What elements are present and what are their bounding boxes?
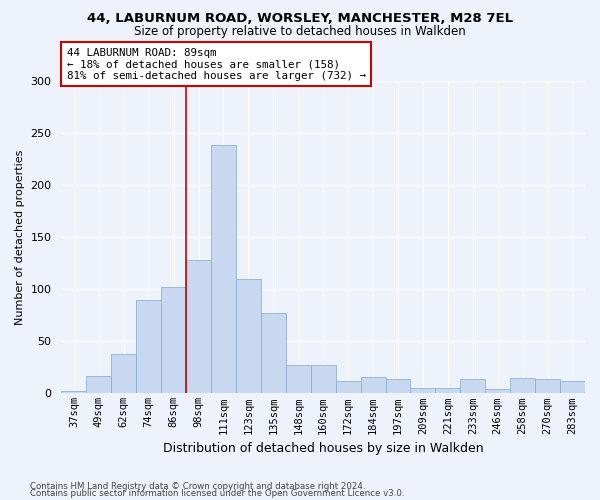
Bar — [361, 376, 386, 394]
Bar — [560, 381, 585, 394]
Text: 44, LABURNUM ROAD, WORSLEY, MANCHESTER, M28 7EL: 44, LABURNUM ROAD, WORSLEY, MANCHESTER, … — [87, 12, 513, 26]
Bar — [335, 381, 361, 394]
Text: 44 LABURNUM ROAD: 89sqm
← 18% of detached houses are smaller (158)
81% of semi-d: 44 LABURNUM ROAD: 89sqm ← 18% of detache… — [67, 48, 365, 80]
Y-axis label: Number of detached properties: Number of detached properties — [15, 150, 25, 324]
Bar — [436, 388, 460, 394]
Bar — [386, 379, 410, 394]
Bar — [510, 378, 535, 394]
Bar — [161, 287, 186, 394]
Bar — [485, 389, 510, 394]
Text: Size of property relative to detached houses in Walkden: Size of property relative to detached ho… — [134, 25, 466, 38]
X-axis label: Distribution of detached houses by size in Walkden: Distribution of detached houses by size … — [163, 442, 484, 455]
Text: Contains HM Land Registry data © Crown copyright and database right 2024.: Contains HM Land Registry data © Crown c… — [30, 482, 365, 491]
Bar — [136, 300, 161, 394]
Bar — [410, 388, 436, 394]
Bar — [61, 392, 86, 394]
Bar — [311, 365, 335, 394]
Bar — [186, 260, 211, 394]
Bar — [111, 354, 136, 394]
Bar — [286, 365, 311, 394]
Bar — [261, 313, 286, 394]
Bar — [535, 379, 560, 394]
Bar — [460, 379, 485, 394]
Bar — [86, 376, 111, 394]
Bar — [211, 146, 236, 394]
Bar — [236, 278, 261, 394]
Text: Contains public sector information licensed under the Open Government Licence v3: Contains public sector information licen… — [30, 490, 404, 498]
